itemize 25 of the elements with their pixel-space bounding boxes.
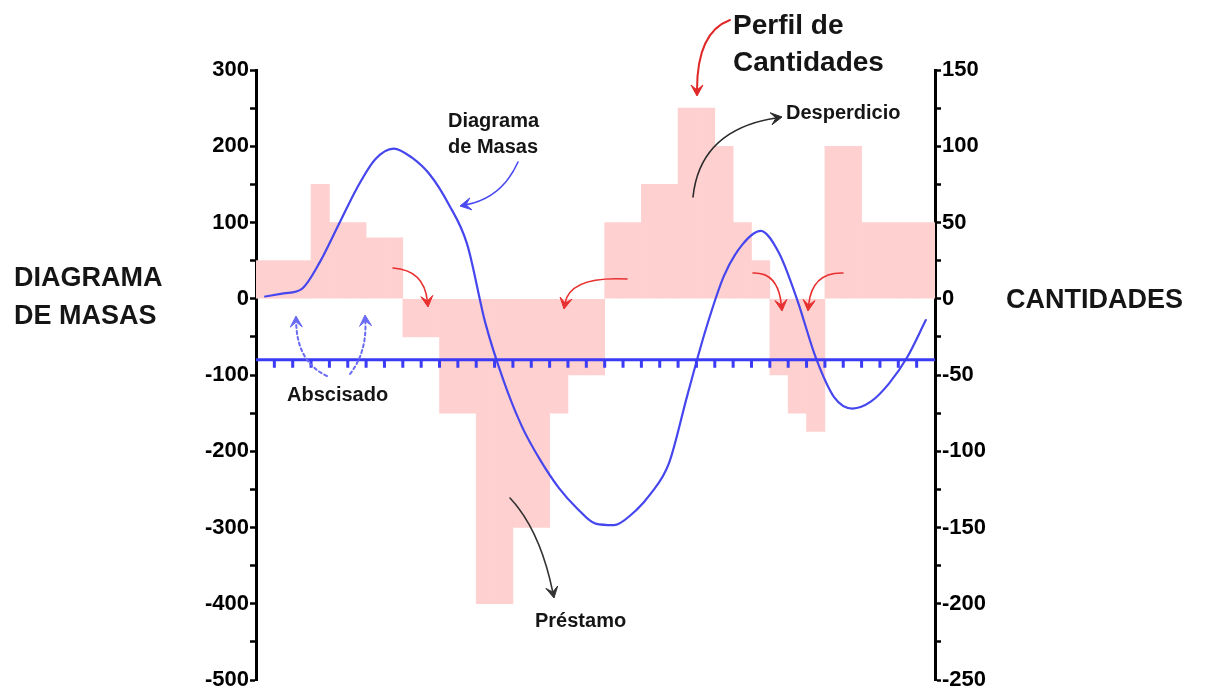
annotation: Préstamo: [535, 608, 627, 633]
y2-tick-label: 50: [942, 208, 967, 234]
annotation: Diagrama de Masas: [448, 108, 541, 159]
y-tick-label: -100: [204, 361, 249, 387]
annotation: Abscisado: [287, 382, 389, 407]
y-tick-label: 300: [212, 56, 249, 82]
y-tick-label: 100: [212, 208, 249, 234]
y-axis-title: DIAGRAMA DE MASAS: [14, 261, 163, 332]
y2-tick-label: 150: [942, 56, 979, 82]
annotation: Perfil de Cantidades: [733, 8, 885, 79]
y-tick-label: -200: [204, 437, 249, 463]
y2-tick-label: 0: [942, 284, 955, 310]
y-tick-label: 0: [236, 284, 249, 310]
y2-tick-label: -200: [942, 589, 987, 615]
y-tick-label: -500: [204, 666, 249, 692]
y2-tick-label: -50: [942, 361, 974, 387]
y2-tick-label: 100: [942, 132, 979, 158]
y-tick-label: 200: [212, 132, 249, 158]
y2-tick-label: -250: [942, 666, 987, 692]
y2-tick-label: -150: [942, 513, 987, 539]
annotation: Desperdicio: [786, 100, 901, 125]
y-tick-label: -400: [204, 589, 249, 615]
y-tick-label: -300: [204, 513, 249, 539]
y2-tick-label: -100: [942, 437, 987, 463]
y2-axis-title: CANTIDADES: [1006, 283, 1184, 316]
